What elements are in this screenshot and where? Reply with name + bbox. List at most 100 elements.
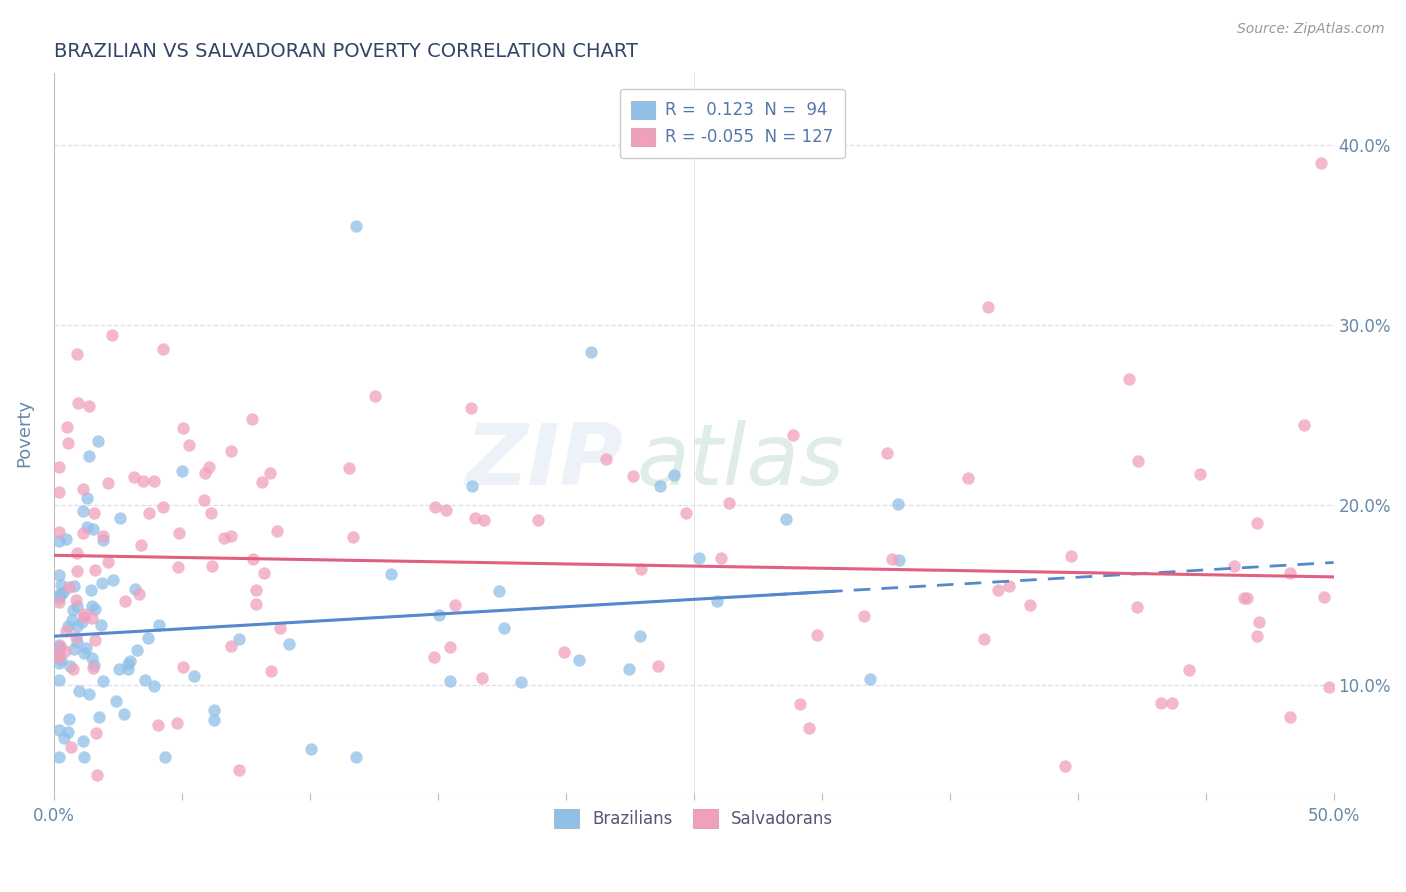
Point: [48, 648, 70, 662]
Point: [510, 675, 533, 690]
Point: [49, 641, 72, 656]
Point: [48, 460, 70, 475]
Point: [1126, 599, 1149, 614]
Point: [464, 510, 486, 524]
Point: [129, 537, 152, 551]
Point: [55, 419, 77, 434]
Point: [427, 608, 450, 623]
Point: [65, 592, 87, 607]
Point: [1060, 549, 1083, 563]
Point: [253, 566, 276, 581]
Point: [342, 530, 364, 544]
Point: [51, 587, 73, 601]
Point: [70, 615, 93, 630]
Point: [117, 661, 139, 675]
Point: [101, 573, 124, 587]
Point: [887, 553, 910, 567]
Point: [83, 506, 105, 520]
Point: [172, 660, 194, 674]
Point: [242, 552, 264, 566]
Point: [91, 576, 114, 591]
Point: [876, 446, 898, 460]
Point: [245, 597, 267, 611]
Point: [460, 401, 482, 415]
Point: [581, 345, 603, 359]
Point: [58, 435, 80, 450]
Point: [72, 646, 94, 660]
Point: [56, 619, 79, 633]
Point: [66, 396, 89, 410]
Point: [1223, 559, 1246, 574]
Point: [48, 723, 70, 737]
Point: [688, 550, 710, 565]
Point: [148, 617, 170, 632]
Point: [194, 466, 217, 480]
Point: [97, 555, 120, 569]
Point: [132, 475, 155, 489]
Point: [1246, 629, 1268, 643]
Point: [48, 749, 70, 764]
Point: [364, 389, 387, 403]
Point: [48, 656, 70, 670]
Point: [1018, 598, 1040, 612]
Point: [58, 712, 80, 726]
Point: [146, 717, 169, 731]
Point: [48, 641, 70, 656]
Point: [799, 721, 821, 735]
Point: [108, 511, 131, 525]
Point: [1177, 663, 1199, 677]
Point: [82, 661, 104, 675]
Point: [48, 649, 70, 664]
Point: [998, 579, 1021, 593]
Point: [91, 529, 114, 543]
Point: [48, 591, 70, 606]
Point: [76, 491, 98, 505]
Point: [60, 739, 83, 754]
Point: [152, 500, 174, 515]
Point: [105, 694, 128, 708]
Point: [1246, 516, 1268, 530]
Point: [228, 632, 250, 646]
Point: [706, 594, 728, 608]
Point: [86, 767, 108, 781]
Point: [718, 496, 741, 510]
Point: [200, 506, 222, 520]
Point: [48, 485, 70, 500]
Point: [72, 607, 94, 621]
Point: [782, 428, 804, 442]
Point: [60, 613, 83, 627]
Point: [202, 714, 225, 728]
Point: [136, 631, 159, 645]
Point: [1150, 697, 1173, 711]
Point: [63, 641, 86, 656]
Point: [72, 526, 94, 541]
Point: [51, 578, 73, 592]
Point: [1313, 591, 1336, 605]
Point: [80, 599, 103, 613]
Point: [48, 595, 70, 609]
Point: [138, 506, 160, 520]
Point: [193, 493, 215, 508]
Point: [84, 726, 107, 740]
Point: [84, 633, 107, 648]
Point: [55, 624, 77, 638]
Point: [1053, 758, 1076, 772]
Point: [62, 603, 84, 617]
Point: [112, 707, 135, 722]
Point: [1118, 372, 1140, 386]
Point: [77, 450, 100, 464]
Point: [80, 583, 103, 598]
Point: [48, 567, 70, 582]
Point: [650, 479, 672, 493]
Point: [630, 561, 652, 575]
Point: [553, 645, 575, 659]
Point: [169, 525, 191, 540]
Point: [344, 219, 367, 234]
Point: [675, 506, 697, 520]
Point: [240, 411, 263, 425]
Point: [1189, 467, 1212, 482]
Point: [1161, 696, 1184, 710]
Point: [152, 342, 174, 356]
Text: atlas: atlas: [636, 420, 844, 503]
Point: [183, 669, 205, 683]
